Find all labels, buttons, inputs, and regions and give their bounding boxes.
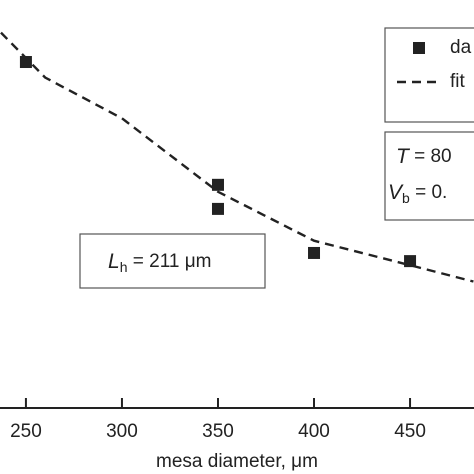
data-point bbox=[308, 246, 321, 259]
annotation: Vb = 0. bbox=[388, 181, 447, 206]
data-point bbox=[211, 178, 224, 191]
data-point bbox=[404, 255, 417, 268]
annotation-subscript: b bbox=[402, 190, 410, 206]
condition-box bbox=[384, 131, 474, 221]
x-axis-label: mesa diameter, μm bbox=[156, 451, 318, 472]
annotation-symbol: L bbox=[108, 250, 120, 273]
data-point bbox=[211, 202, 224, 215]
annotation-symbol: T bbox=[396, 145, 411, 168]
annotation-text: = 0. bbox=[410, 182, 448, 203]
x-tick-label: 300 bbox=[106, 421, 138, 442]
annotation-text: = 80 bbox=[409, 146, 452, 167]
annotation: Lh = 211 μm bbox=[108, 250, 211, 275]
annotation: T = 80 bbox=[396, 145, 452, 168]
legend-label: fit bbox=[450, 71, 466, 92]
data-point bbox=[19, 56, 32, 69]
legend-box bbox=[384, 27, 474, 123]
legend-marker bbox=[413, 42, 425, 54]
x-tick-label: 250 bbox=[10, 421, 42, 442]
annotation-text: = 211 μm bbox=[127, 251, 211, 272]
fit-line bbox=[0, 31, 474, 283]
annotation-subscript: h bbox=[120, 259, 128, 275]
x-tick-label: 350 bbox=[202, 421, 234, 442]
x-tick-label: 450 bbox=[394, 421, 426, 442]
x-tick-label: 400 bbox=[298, 421, 330, 442]
annotation-symbol: V bbox=[388, 181, 404, 204]
legend-label: da bbox=[450, 37, 472, 58]
annotation-box bbox=[79, 233, 266, 289]
